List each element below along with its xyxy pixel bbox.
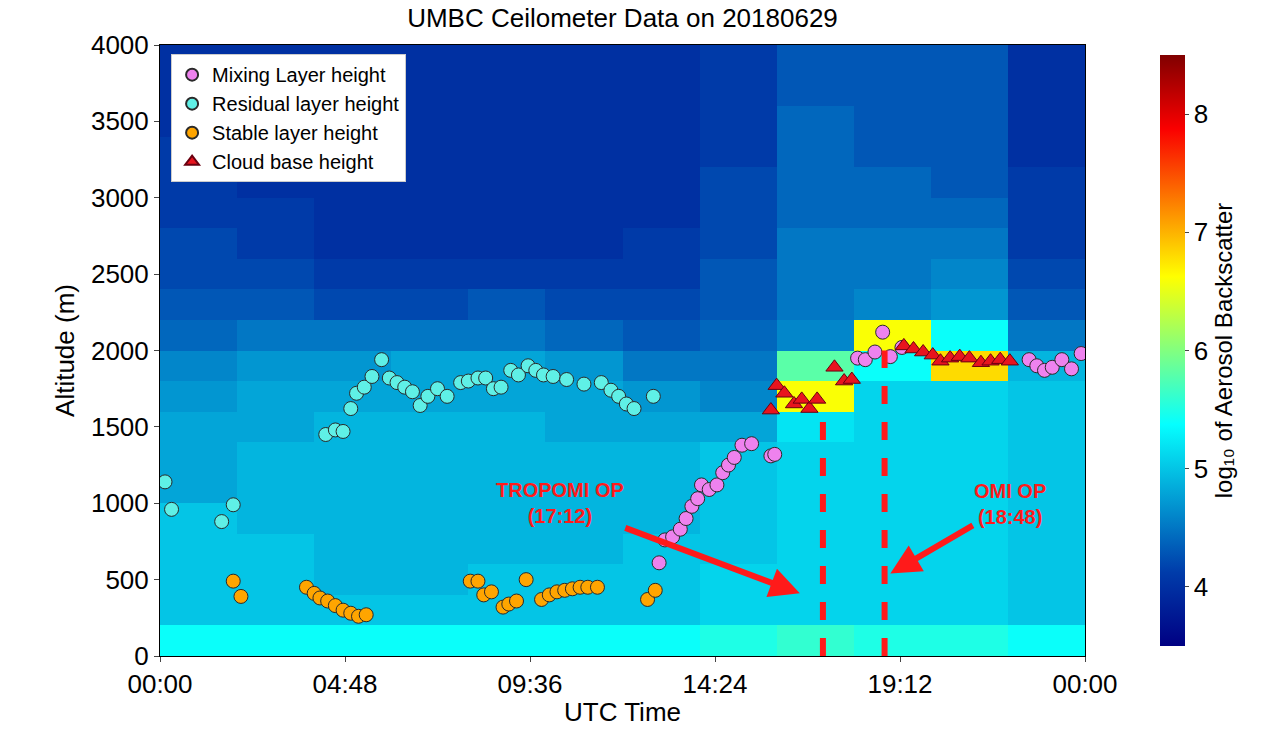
svg-text:3000: 3000 <box>91 183 149 213</box>
svg-text:Residual layer height: Residual layer height <box>212 93 399 115</box>
svg-text:OMI OP(18:48): OMI OP(18:48) <box>974 480 1046 528</box>
svg-text:UMBC Ceilometer Data on 201806: UMBC Ceilometer Data on 20180629 <box>407 3 838 33</box>
svg-text:1500: 1500 <box>91 412 149 442</box>
svg-text:4: 4 <box>1194 572 1208 602</box>
svg-text:14:24: 14:24 <box>682 669 747 699</box>
svg-text:2500: 2500 <box>91 259 149 289</box>
svg-text:7: 7 <box>1194 217 1208 247</box>
svg-text:3500: 3500 <box>91 106 149 136</box>
svg-text:00:00: 00:00 <box>1052 669 1117 699</box>
svg-text:500: 500 <box>105 565 148 595</box>
svg-text:00:00: 00:00 <box>127 669 192 699</box>
svg-text:09:36: 09:36 <box>497 669 562 699</box>
svg-text:1000: 1000 <box>91 488 149 518</box>
svg-text:Cloud base height: Cloud base height <box>212 151 374 173</box>
svg-text:5: 5 <box>1194 454 1208 484</box>
svg-text:19:12: 19:12 <box>867 669 932 699</box>
svg-text:2000: 2000 <box>91 336 149 366</box>
svg-text:6: 6 <box>1194 336 1208 366</box>
svg-text:Mixing Layer height: Mixing Layer height <box>212 64 386 86</box>
svg-text:UTC Time: UTC Time <box>564 697 681 727</box>
svg-text:Altitude (m): Altitude (m) <box>50 284 80 417</box>
svg-text:4000: 4000 <box>91 30 149 60</box>
svg-text:TROPOMI OP(17:12): TROPOMI OP(17:12) <box>496 479 624 527</box>
svg-text:Stable layer height: Stable layer height <box>212 122 378 144</box>
svg-text:0: 0 <box>134 641 148 671</box>
svg-text:log₁₀ of Aerosol Backscatter: log₁₀ of Aerosol Backscatter <box>1210 203 1237 499</box>
svg-text:04:48: 04:48 <box>312 669 377 699</box>
svg-text:8: 8 <box>1194 99 1208 129</box>
